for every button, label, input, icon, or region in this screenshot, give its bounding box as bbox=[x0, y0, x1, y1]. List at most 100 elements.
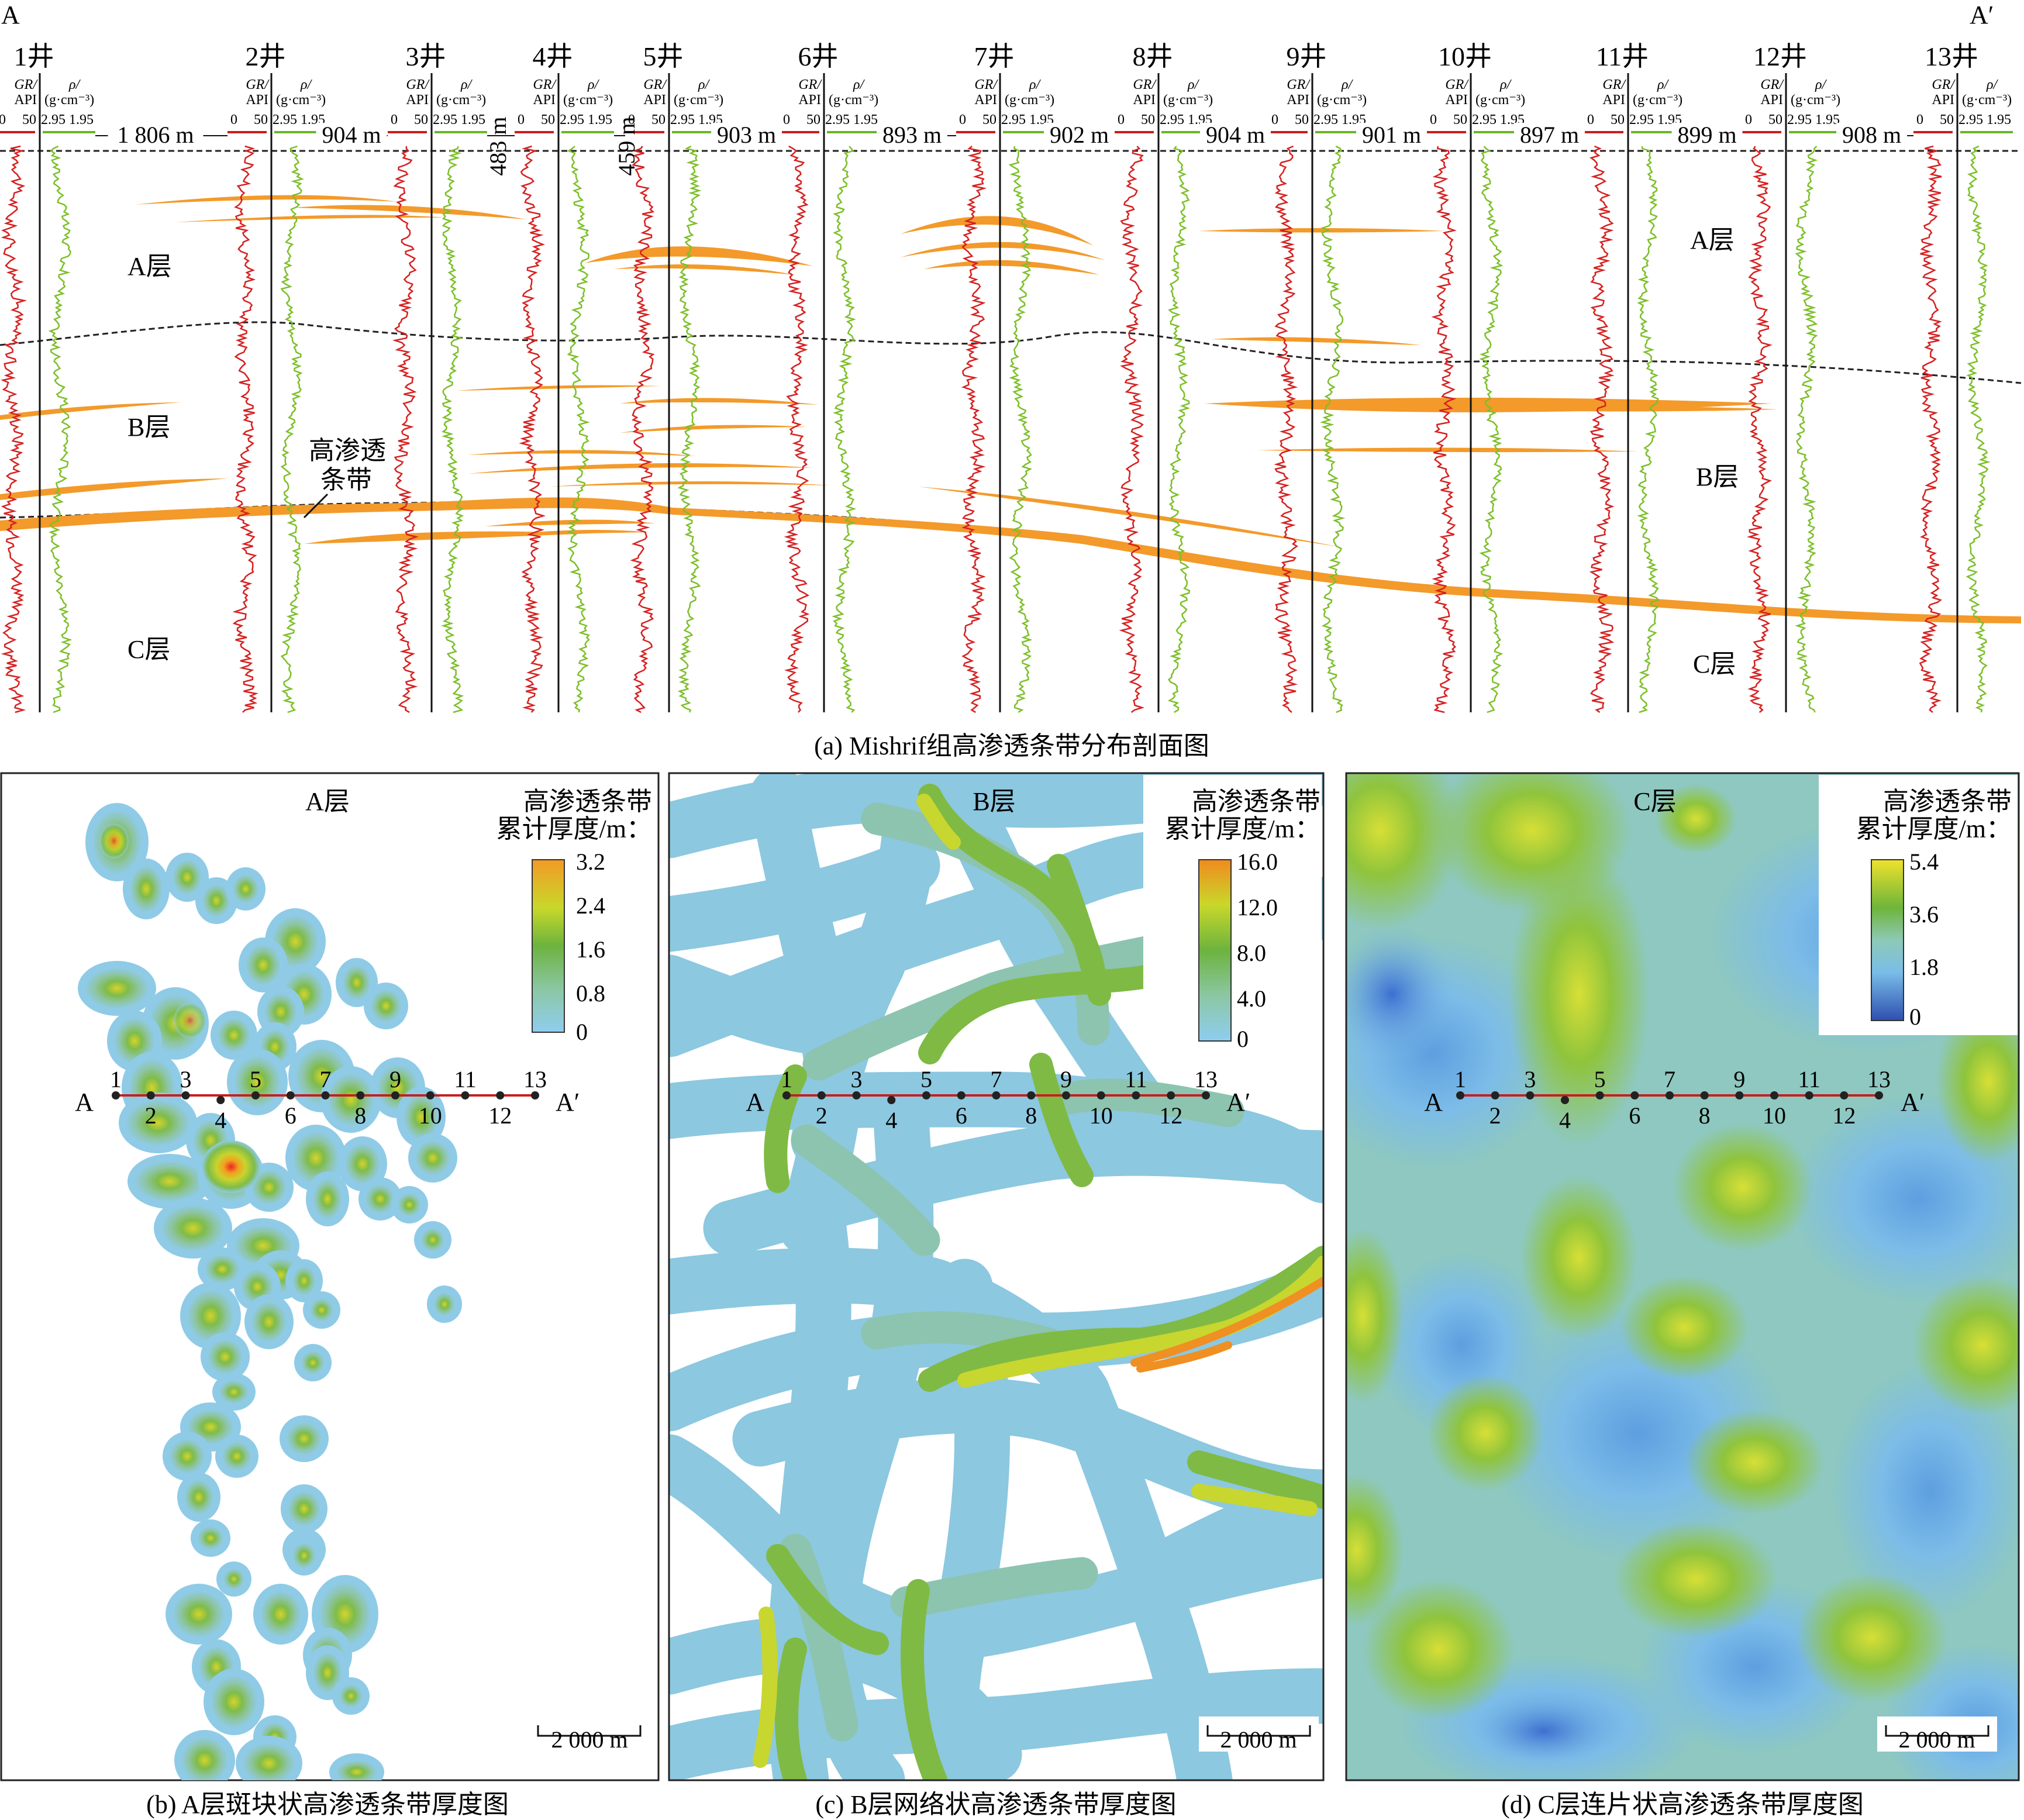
map-b-legend-backdrop bbox=[1143, 775, 1322, 1053]
gr-curve bbox=[961, 146, 987, 713]
gr-curve bbox=[1746, 146, 1773, 713]
gr-curve bbox=[1, 145, 27, 713]
rho-scale-max: 1.95 bbox=[1987, 112, 2011, 127]
rho-label: ρ/ bbox=[1029, 77, 1042, 92]
map-b-tick-1: 12.0 bbox=[1237, 894, 1278, 921]
gr-scale-min: 0 bbox=[1745, 112, 1752, 127]
map-a-tick-1: 2.4 bbox=[576, 892, 605, 919]
patch-core bbox=[130, 866, 163, 912]
gr-curve bbox=[392, 146, 419, 713]
rho-scale-min: 2.95 bbox=[1313, 112, 1338, 127]
gr-scale-min: 0 bbox=[230, 112, 237, 127]
well-name: 10井 bbox=[1438, 42, 1492, 71]
rho-label: ρ/ bbox=[698, 77, 711, 92]
gr-scale-min: 0 bbox=[1271, 112, 1278, 127]
rho-unit: (g·cm⁻³) bbox=[276, 92, 326, 108]
map-a-colorbar bbox=[532, 859, 565, 1033]
gr-scale-max: 50 bbox=[1940, 112, 1954, 127]
well-number: 7 bbox=[320, 1066, 332, 1092]
hotspot-patch bbox=[99, 823, 129, 859]
patch-core bbox=[292, 1132, 339, 1184]
rho-unit: (g·cm⁻³) bbox=[44, 92, 94, 108]
rho-unit: (g·cm⁻³) bbox=[1005, 92, 1054, 108]
well-6: 6井 GR/API ρ/(g·cm⁻³) 0 50 2.95 1.95 bbox=[780, 42, 880, 713]
rho-label: ρ/ bbox=[853, 77, 866, 92]
map-c-scale-label: 2 000 m bbox=[1898, 1726, 1975, 1753]
well-number: 13 bbox=[1194, 1066, 1218, 1092]
well-number: 3 bbox=[180, 1066, 192, 1092]
well-13: 13井 GR/API ρ/(g·cm⁻³) 0 50 2.95 1.95 bbox=[1913, 42, 2013, 713]
well-name: 4井 bbox=[533, 42, 573, 71]
rho-label: ρ/ bbox=[460, 77, 473, 92]
map-b-legend-title-1: 高渗透条带 bbox=[1192, 787, 1320, 816]
well-number: 6 bbox=[1629, 1102, 1640, 1129]
well-marker bbox=[1526, 1091, 1535, 1099]
density-curve bbox=[1319, 145, 1346, 713]
patch-core bbox=[222, 1442, 251, 1471]
well-marker bbox=[1561, 1096, 1569, 1104]
spacing-label: 897 m bbox=[1520, 122, 1579, 148]
rho-unit: (g·cm⁻³) bbox=[563, 92, 613, 108]
well-name: 7井 bbox=[974, 42, 1015, 71]
rho-scale-max: 1.95 bbox=[461, 112, 485, 127]
rho-unit: (g·cm⁻³) bbox=[1962, 92, 2012, 108]
well-number: 12 bbox=[1159, 1102, 1182, 1129]
patch-core bbox=[327, 1073, 374, 1126]
api-label: API bbox=[1602, 92, 1625, 108]
spacing-label: 901 m bbox=[1362, 122, 1421, 148]
well-spacing: 901 m bbox=[1356, 122, 1427, 148]
density-curve bbox=[280, 145, 304, 713]
map-c-legend-backdrop bbox=[1819, 775, 2018, 1035]
patch-core bbox=[233, 874, 258, 904]
well-number: 2 bbox=[145, 1102, 157, 1129]
rho-scale-min: 2.95 bbox=[1001, 112, 1026, 127]
well-number: 6 bbox=[956, 1102, 967, 1129]
gr-label: GR/ bbox=[643, 77, 667, 92]
patch-core bbox=[219, 1380, 249, 1404]
gr-curve bbox=[519, 145, 546, 713]
map-c-legend-title-1: 高渗透条带 bbox=[1883, 787, 2012, 816]
well-number: 2 bbox=[1489, 1102, 1501, 1129]
well-number: 5 bbox=[1594, 1066, 1606, 1092]
api-label: API bbox=[1133, 92, 1156, 108]
density-curve bbox=[1167, 146, 1191, 713]
streak-annotation-line2: 条带 bbox=[320, 466, 372, 494]
map-b-legend-title-2: 累计厚度/m： bbox=[1165, 815, 1320, 843]
rho-label: ρ/ bbox=[1499, 77, 1512, 92]
well-4: 4井 GR/API ρ/(g·cm⁻³) 0 50 2.95 1.95 bbox=[515, 42, 614, 713]
map-b-network bbox=[669, 773, 1323, 1780]
well-marker bbox=[1666, 1091, 1674, 1099]
spacing-label: 902 m bbox=[1050, 122, 1109, 148]
section-start-label: A bbox=[1, 1, 20, 29]
patch-core bbox=[251, 1301, 287, 1342]
api-label: API bbox=[643, 92, 666, 108]
density-curve bbox=[832, 146, 857, 713]
map-b-tick-2: 8.0 bbox=[1237, 940, 1266, 966]
map-c-tick-3: 0 bbox=[1909, 1004, 1921, 1030]
gr-label: GR/ bbox=[533, 77, 557, 92]
patch-core bbox=[243, 1743, 295, 1780]
rho-unit: (g·cm⁻³) bbox=[1791, 92, 1840, 108]
map-b-tick-0: 16.0 bbox=[1237, 849, 1278, 875]
patch-core bbox=[415, 1140, 450, 1176]
well-name: 9井 bbox=[1287, 42, 1327, 71]
rho-label: ρ/ bbox=[300, 77, 313, 92]
well-12: 12井 GR/API ρ/(g·cm⁻³) 0 50 2.95 1.95 bbox=[1742, 42, 1842, 713]
rho-scale-min: 2.95 bbox=[1160, 112, 1184, 127]
patch-core bbox=[421, 1228, 444, 1252]
well-marker bbox=[181, 1091, 190, 1099]
layer-label-b-right: B层 bbox=[1696, 463, 1739, 491]
well-marker bbox=[1630, 1091, 1639, 1099]
api-label: API bbox=[533, 92, 556, 108]
api-label: API bbox=[406, 92, 429, 108]
line-start-label: A bbox=[75, 1088, 94, 1116]
well-marker bbox=[1770, 1091, 1778, 1099]
gr-scale-max: 50 bbox=[414, 112, 428, 127]
well-marker bbox=[1840, 1091, 1849, 1099]
map-b-colorbar bbox=[1198, 859, 1232, 1042]
line-end-label: A′ bbox=[1901, 1088, 1925, 1116]
